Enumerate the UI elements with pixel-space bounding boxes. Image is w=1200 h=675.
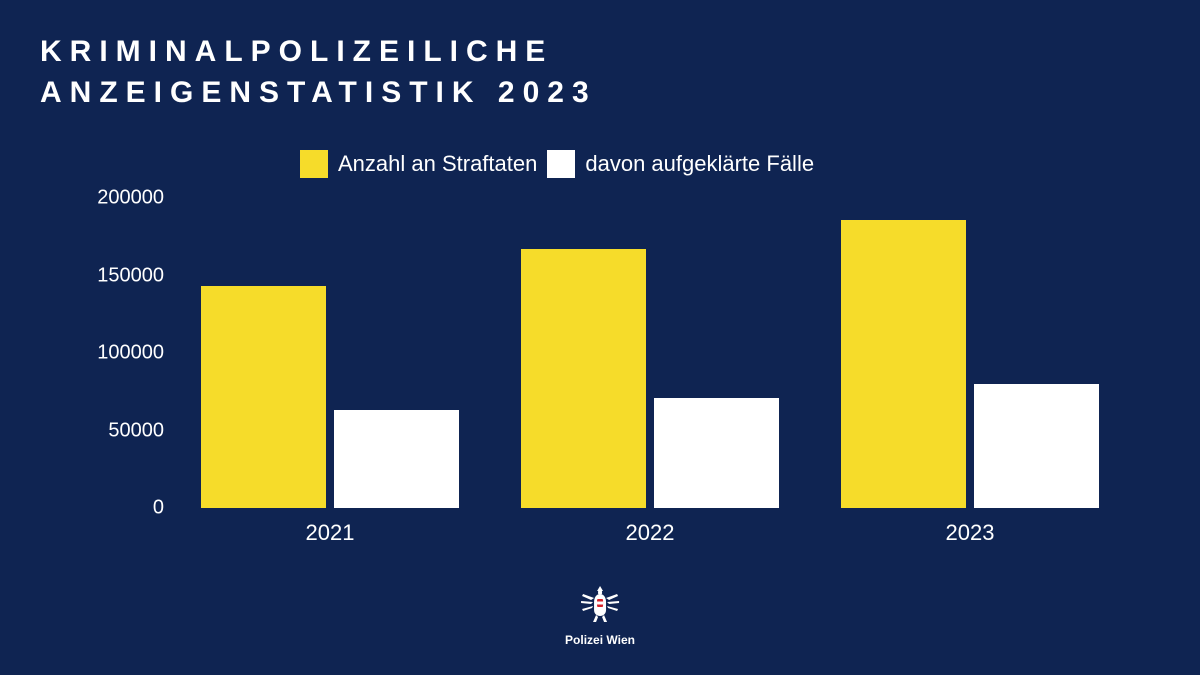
y-tick-label: 100000: [97, 342, 164, 365]
footer: Polizei Wien: [565, 582, 635, 647]
y-tick-label: 50000: [108, 419, 164, 442]
x-axis-label: 2022: [626, 520, 675, 546]
chart-title: KRIMINALPOLIZEILICHE ANZEIGENSTATISTIK 2…: [40, 32, 597, 113]
year-group: 2022: [510, 198, 790, 508]
bar-aufgeklaert: [974, 384, 1099, 508]
y-tick-label: 0: [153, 497, 164, 520]
bar-aufgeklaert: [654, 398, 779, 508]
y-tick-label: 200000: [97, 187, 164, 210]
bar-straftaten: [201, 286, 326, 508]
year-group: 2021: [190, 198, 470, 508]
year-group: 2023: [830, 198, 1110, 508]
bar-straftaten: [521, 249, 646, 508]
x-axis-label: 2021: [306, 520, 355, 546]
title-line-1: KRIMINALPOLIZEILICHE: [40, 32, 597, 73]
legend-label-1: Anzahl an Straftaten: [338, 151, 537, 177]
y-axis: 050000100000150000200000: [80, 198, 170, 508]
legend-swatch-1: [300, 150, 328, 178]
legend-swatch-2: [547, 150, 575, 178]
footer-label: Polizei Wien: [565, 633, 635, 647]
chart-plot: 202120222023: [170, 198, 1130, 508]
x-axis-label: 2023: [946, 520, 995, 546]
chart-legend: Anzahl an Straftaten davon aufgeklärte F…: [300, 150, 814, 178]
chart-area: 050000100000150000200000 202120222023: [170, 198, 1130, 508]
title-line-2: ANZEIGENSTATISTIK 2023: [40, 73, 597, 114]
legend-label-2: davon aufgeklärte Fälle: [585, 151, 814, 177]
y-tick-label: 150000: [97, 264, 164, 287]
bar-straftaten: [841, 220, 966, 508]
austrian-eagle-icon: [577, 582, 623, 629]
bar-aufgeklaert: [334, 410, 459, 508]
